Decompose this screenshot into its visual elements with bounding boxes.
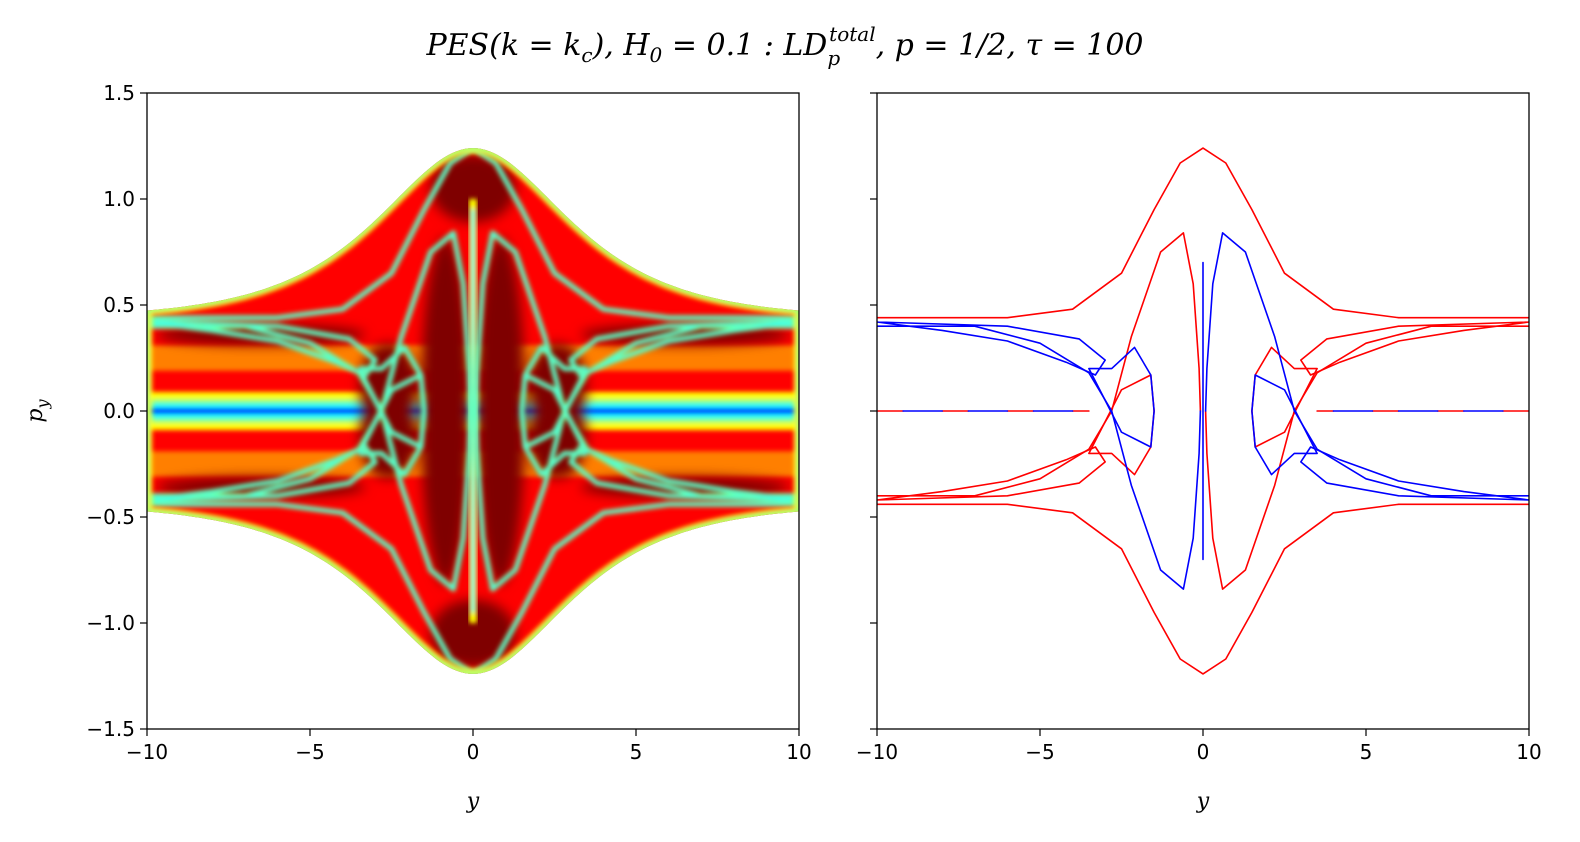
y-tick-label: −1.0: [86, 611, 135, 635]
y-tick-label: 1.0: [103, 187, 135, 211]
heatmap-separatrix-core: [147, 148, 799, 319]
unstable-manifold-curve: [877, 147, 1529, 319]
heatmap-lobe: [476, 237, 526, 585]
heatmap-separatrix-core: [147, 446, 377, 501]
stable-manifold-curve: [1251, 374, 1318, 476]
heatmap-spine-inner: [471, 209, 475, 613]
left-x-axis-label: y: [466, 789, 480, 814]
x-tick-label: 10: [786, 740, 811, 764]
stable-manifold-curve: [877, 321, 1106, 376]
x-tick-label: 5: [630, 740, 643, 764]
stable-manifold-curve: [1300, 446, 1529, 501]
manifold-curves: [877, 147, 1529, 675]
x-tick-label: 5: [1360, 740, 1373, 764]
figure-title: PES(k = kc), H0 = 0.1 : LDptotal, p = 1/…: [425, 22, 1143, 70]
right-ticks: −10 −5 0 5 10: [856, 92, 1542, 764]
unstable-manifold-curve: [877, 232, 1202, 497]
y-tick-label: 0.5: [103, 293, 135, 317]
heatmap-separatrix-core: [147, 325, 472, 591]
unstable-manifold-curve: [1300, 321, 1529, 376]
unstable-manifold-curve: [1204, 325, 1529, 590]
heatmap-separatrices: [147, 148, 799, 674]
unstable-manifold-curve: [877, 446, 1106, 501]
heatmap-separatrix-core: [147, 321, 377, 376]
x-tick-label: 10: [1516, 740, 1541, 764]
heatmap-lobe: [420, 237, 470, 585]
heatmap-separatrix-core: [569, 321, 799, 376]
stable-manifold-series: [877, 232, 1529, 590]
right-x-axis-label: y: [1196, 789, 1210, 814]
left-ticks: −10 −5 0 5 10 1.5 1.0 0.5 0.0 −0.5 −1.0 −1.5: [86, 81, 811, 764]
heatmap-separatrix-core: [474, 231, 799, 497]
heatmap-lobe: [430, 154, 516, 223]
x-tick-label: 0: [1197, 740, 1210, 764]
heatmap-separatrix-core: [147, 231, 472, 497]
heatmap-rim-inner: [147, 148, 799, 674]
heatmap-panel: −10 −5 0 5 10 1.5 1.0 0.5 0.0 −0.5 −1.0 −1.5 y py: [23, 81, 812, 814]
y-tick-label: 0.0: [103, 399, 135, 423]
unstable-manifold-curve: [877, 503, 1529, 675]
heatmap-separatrix-core: [569, 446, 799, 501]
heatmap-image: [147, 148, 799, 674]
heatmap-lobe: [430, 599, 516, 668]
manifold-panel: −10 −5 0 5 10 y: [856, 92, 1542, 814]
stable-manifold-curve: [1088, 346, 1155, 448]
heatmap-separatrix-core: [358, 346, 426, 448]
heatmap-spine: [469, 199, 477, 623]
heatmap-separatrix-core: [474, 325, 799, 591]
heatmap-separatrix-core: [520, 374, 588, 476]
x-tick-label: 0: [467, 740, 480, 764]
x-tick-label: −10: [126, 740, 168, 764]
y-tick-label: −0.5: [86, 505, 135, 529]
y-tick-label: 1.5: [103, 81, 135, 105]
y-tick-label: −1.5: [86, 717, 135, 741]
x-tick-label: −10: [856, 740, 898, 764]
x-tick-label: −5: [1025, 740, 1054, 764]
heatmap-rim: [147, 148, 799, 674]
x-tick-label: −5: [295, 740, 324, 764]
left-y-axis-label: py: [23, 398, 52, 422]
stable-manifold-curve: [1204, 232, 1529, 497]
stable-manifold-curve: [877, 325, 1202, 590]
